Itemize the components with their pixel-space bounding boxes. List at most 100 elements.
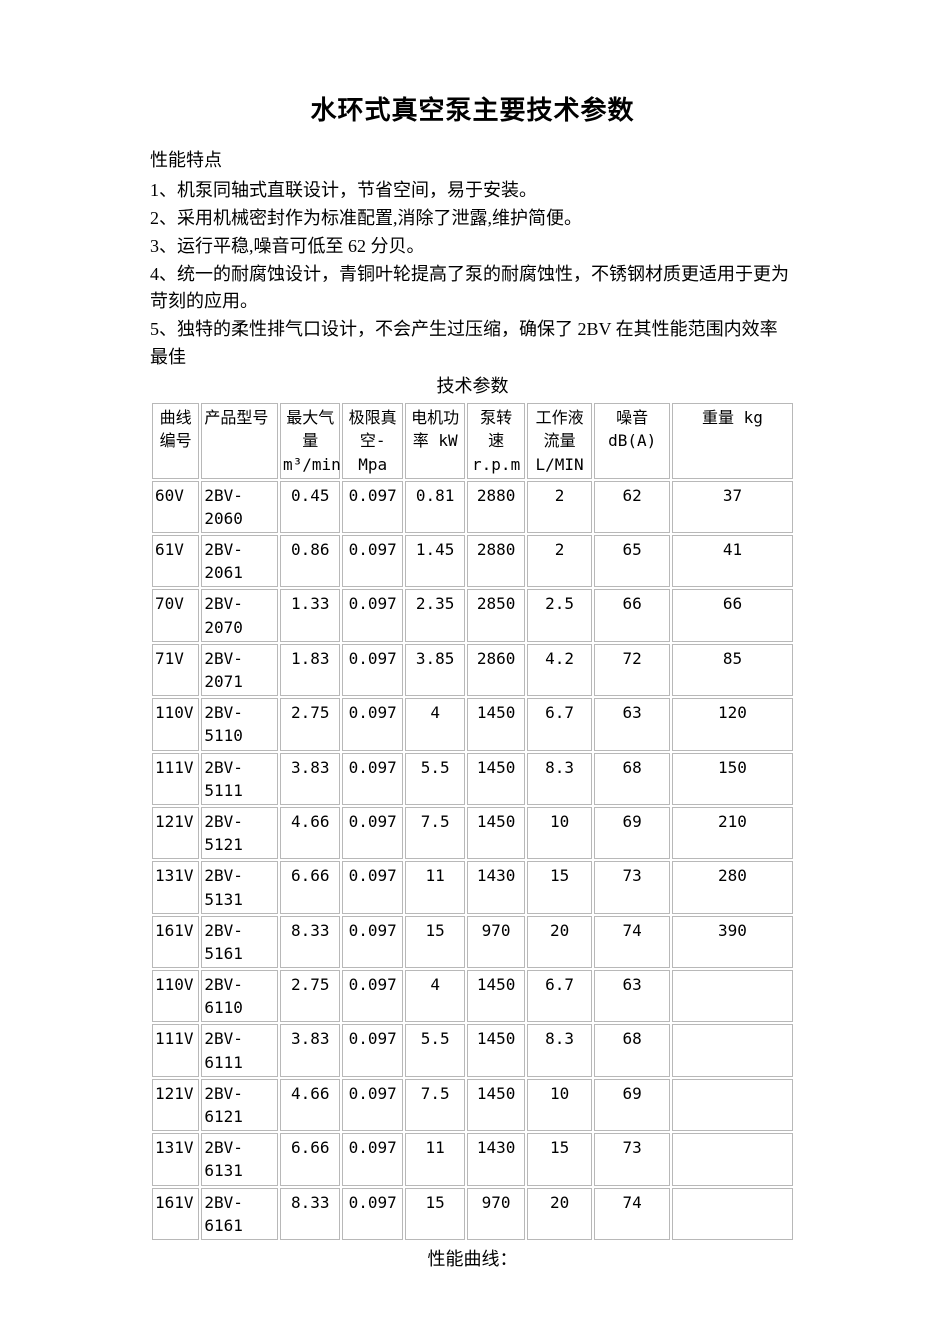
table-caption: 技术参数 [150, 372, 795, 398]
table-cell: 0.097 [342, 861, 402, 913]
table-cell: 0.097 [342, 970, 402, 1022]
col-header-max-gas: 最大气量m³/min [280, 403, 340, 479]
table-cell: 1450 [467, 1024, 524, 1076]
table-cell: 2BV-6111 [201, 1024, 278, 1076]
table-row: 111V2BV-51113.830.0975.514508.368150 [152, 753, 793, 805]
table-row: 161V2BV-51618.330.097159702074390 [152, 916, 793, 968]
table-cell: 73 [594, 1133, 670, 1185]
table-body: 60V2BV-20600.450.0970.8128802623761V2BV-… [152, 481, 793, 1240]
table-cell: 0.81 [405, 481, 465, 533]
table-row: 131V2BV-51316.660.0971114301573280 [152, 861, 793, 913]
table-cell: 121V [152, 807, 199, 859]
table-cell: 70V [152, 589, 199, 641]
table-cell: 2BV-2071 [201, 644, 278, 696]
table-cell: 2BV-6161 [201, 1188, 278, 1240]
col-header-weight: 重量 kg [672, 403, 793, 479]
table-cell: 2 [527, 535, 593, 587]
table-cell [672, 1133, 793, 1185]
table-cell: 1430 [467, 1133, 524, 1185]
table-cell: 111V [152, 1024, 199, 1076]
table-cell: 6.66 [280, 1133, 340, 1185]
table-cell: 2BV-2061 [201, 535, 278, 587]
table-cell: 65 [594, 535, 670, 587]
table-cell: 0.097 [342, 481, 402, 533]
features-heading: 性能特点 [150, 147, 795, 175]
table-cell: 4.2 [527, 644, 593, 696]
table-cell: 2BV-5161 [201, 916, 278, 968]
table-cell: 4 [405, 970, 465, 1022]
table-cell [672, 1188, 793, 1240]
table-row: 111V2BV-61113.830.0975.514508.368 [152, 1024, 793, 1076]
table-cell: 3.83 [280, 1024, 340, 1076]
table-cell: 85 [672, 644, 793, 696]
table-header-row: 曲线编号 产品型号 最大气量m³/min 极限真空-Mpa 电机功率 kW 泵转… [152, 403, 793, 479]
table-cell: 0.097 [342, 698, 402, 750]
table-row: 71V2BV-20711.830.0973.8528604.27285 [152, 644, 793, 696]
table-cell: 0.097 [342, 1133, 402, 1185]
feature-item: 1、机泵同轴式直联设计，节省空间，易于安装。 [150, 177, 795, 205]
table-cell: 4.66 [280, 807, 340, 859]
col-header-pump-speed: 泵转速r.p.m [467, 403, 524, 479]
table-cell: 970 [467, 916, 524, 968]
table-cell: 0.097 [342, 1079, 402, 1131]
table-cell: 2BV-6131 [201, 1133, 278, 1185]
table-cell: 0.45 [280, 481, 340, 533]
table-cell: 8.33 [280, 916, 340, 968]
features-list: 1、机泵同轴式直联设计，节省空间，易于安装。 2、采用机械密封作为标准配置,消除… [150, 177, 795, 372]
table-cell: 2BV-5111 [201, 753, 278, 805]
table-row: 110V2BV-51102.750.097414506.763120 [152, 698, 793, 750]
table-header: 曲线编号 产品型号 最大气量m³/min 极限真空-Mpa 电机功率 kW 泵转… [152, 403, 793, 479]
table-row: 121V2BV-61214.660.0977.514501069 [152, 1079, 793, 1131]
table-cell: 2.75 [280, 970, 340, 1022]
table-cell: 72 [594, 644, 670, 696]
table-cell: 110V [152, 698, 199, 750]
table-cell: 2880 [467, 535, 524, 587]
table-cell: 3.83 [280, 753, 340, 805]
table-cell: 1450 [467, 807, 524, 859]
col-header-model: 产品型号 [201, 403, 278, 479]
table-cell: 2.75 [280, 698, 340, 750]
spec-table: 曲线编号 产品型号 最大气量m³/min 极限真空-Mpa 电机功率 kW 泵转… [150, 401, 795, 1242]
table-cell: 2.5 [527, 589, 593, 641]
table-cell: 131V [152, 861, 199, 913]
table-cell: 6.7 [527, 698, 593, 750]
table-row: 121V2BV-51214.660.0977.514501069210 [152, 807, 793, 859]
document-page: 水环式真空泵主要技术参数 性能特点 1、机泵同轴式直联设计，节省空间，易于安装。… [0, 0, 945, 1337]
table-cell: 73 [594, 861, 670, 913]
table-cell: 2BV-2070 [201, 589, 278, 641]
table-cell: 74 [594, 916, 670, 968]
col-header-curve-no: 曲线编号 [152, 403, 199, 479]
table-cell: 68 [594, 1024, 670, 1076]
col-header-noise: 噪音dB(A) [594, 403, 670, 479]
table-cell: 6.7 [527, 970, 593, 1022]
table-cell: 8.33 [280, 1188, 340, 1240]
table-cell: 2BV-2060 [201, 481, 278, 533]
table-cell: 4.66 [280, 1079, 340, 1131]
feature-item: 2、采用机械密封作为标准配置,消除了泄露,维护简便。 [150, 205, 795, 233]
table-cell: 1430 [467, 861, 524, 913]
table-cell: 1.33 [280, 589, 340, 641]
table-cell: 68 [594, 753, 670, 805]
table-cell: 63 [594, 698, 670, 750]
table-cell: 120 [672, 698, 793, 750]
table-cell: 1450 [467, 970, 524, 1022]
table-row: 161V2BV-61618.330.097159702074 [152, 1188, 793, 1240]
table-cell: 10 [527, 1079, 593, 1131]
table-cell: 0.097 [342, 753, 402, 805]
table-cell: 15 [527, 1133, 593, 1185]
table-cell: 111V [152, 753, 199, 805]
table-cell [672, 1024, 793, 1076]
table-cell: 6.66 [280, 861, 340, 913]
table-cell: 0.097 [342, 589, 402, 641]
table-row: 70V2BV-20701.330.0972.3528502.56666 [152, 589, 793, 641]
table-cell: 5.5 [405, 753, 465, 805]
table-cell: 5.5 [405, 1024, 465, 1076]
table-row: 110V2BV-61102.750.097414506.763 [152, 970, 793, 1022]
table-cell: 2.35 [405, 589, 465, 641]
table-cell: 66 [672, 589, 793, 641]
table-row: 60V2BV-20600.450.0970.81288026237 [152, 481, 793, 533]
table-cell: 110V [152, 970, 199, 1022]
table-cell: 8.3 [527, 753, 593, 805]
table-row: 61V2BV-20610.860.0971.45288026541 [152, 535, 793, 587]
table-cell: 1450 [467, 1079, 524, 1131]
